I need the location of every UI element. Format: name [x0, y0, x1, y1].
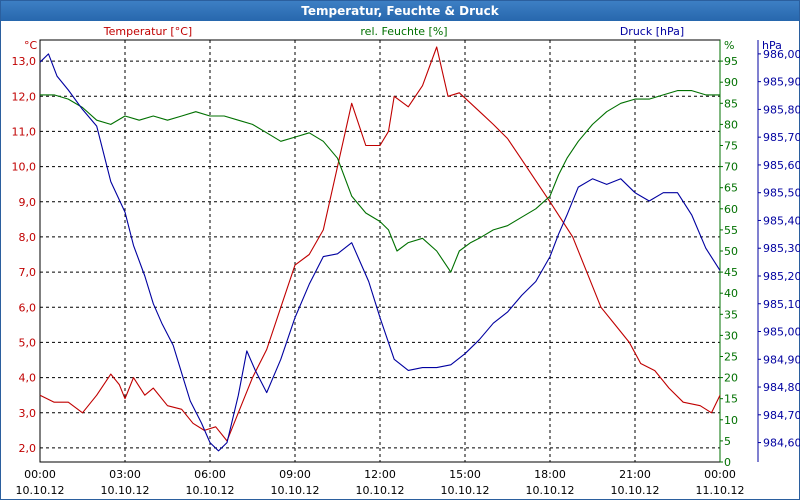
series-line-pressure	[39, 53, 721, 452]
y-left-tick: 11,0	[12, 125, 37, 138]
y-right-tick: 986,00	[763, 48, 800, 61]
y-mid-tick: 35	[724, 308, 738, 321]
y-right-tick: 985,60	[763, 159, 800, 172]
y-mid-tick: 40	[724, 287, 738, 300]
y-left-tick: 5,0	[19, 336, 37, 349]
y-mid-tick: 45	[724, 266, 738, 279]
y-right-tick: 985,70	[763, 131, 800, 144]
x-tick-date: 10.10.12	[356, 484, 405, 497]
x-tick-time: 00:00	[24, 468, 56, 481]
x-tick-date: 10.10.12	[101, 484, 150, 497]
y-left-tick: 10,0	[12, 161, 37, 174]
y-mid-tick: 15	[724, 393, 738, 406]
x-tick-date: 10.10.12	[526, 484, 575, 497]
y-left-unit: °C	[24, 39, 38, 52]
x-tick-date: 10.10.12	[611, 484, 660, 497]
y-mid-tick: 25	[724, 351, 738, 364]
y-mid-tick: 80	[724, 118, 738, 131]
y-mid-tick: 55	[724, 224, 738, 237]
x-tick-date: 10.10.12	[186, 484, 235, 497]
y-right-tick: 985,40	[763, 214, 800, 227]
x-tick-time: 15:00	[449, 468, 481, 481]
x-tick-time: 18:00	[534, 468, 566, 481]
x-tick-time: 03:00	[109, 468, 141, 481]
series-label-pressure: Druck [hPa]	[620, 25, 684, 38]
y-mid-tick: 0	[724, 456, 731, 469]
y-right-tick: 985,00	[763, 326, 800, 339]
series-label-humidity: rel. Feuchte [%]	[360, 25, 447, 38]
y-left-tick: 13,0	[12, 55, 37, 68]
x-tick-date: 10.10.12	[271, 484, 320, 497]
y-right-tick: 985,80	[763, 103, 800, 116]
y-mid-tick: 70	[724, 161, 738, 174]
x-tick-time: 09:00	[279, 468, 311, 481]
y-left-tick: 6,0	[19, 301, 37, 314]
y-mid-tick: 90	[724, 76, 738, 89]
y-right-tick: 985,20	[763, 270, 800, 283]
y-mid-tick: 95	[724, 55, 738, 68]
chart-title: Temperatur, Feuchte & Druck	[1, 1, 799, 21]
y-right-unit: hPa	[762, 39, 782, 52]
x-tick-date: 10.10.12	[16, 484, 65, 497]
x-tick-time: 00:00	[704, 468, 736, 481]
y-right-tick: 985,90	[763, 76, 800, 89]
y-left-tick: 4,0	[19, 372, 37, 385]
y-left-tick: 8,0	[19, 231, 37, 244]
y-mid-tick: 85	[724, 97, 738, 110]
y-mid-tick: 30	[724, 329, 738, 342]
y-mid-tick: 65	[724, 182, 738, 195]
y-mid-tick: 20	[724, 372, 738, 385]
x-tick-time: 12:00	[364, 468, 396, 481]
x-tick-date: 11.10.12	[696, 484, 745, 497]
series-label-temperature: Temperatur [°C]	[103, 25, 192, 38]
x-tick-time: 06:00	[194, 468, 226, 481]
y-mid-tick: 10	[724, 414, 738, 427]
y-right-tick: 984,80	[763, 381, 800, 394]
y-right-tick: 985,10	[763, 298, 800, 311]
series-line-temperature	[39, 46, 721, 442]
y-mid-unit: %	[724, 39, 734, 52]
y-mid-tick: 60	[724, 203, 738, 216]
y-mid-tick: 50	[724, 245, 738, 258]
y-right-tick: 984,70	[763, 409, 800, 422]
series-line-humidity	[40, 90, 720, 273]
x-tick-date: 10.10.12	[441, 484, 490, 497]
y-left-tick: 9,0	[19, 196, 37, 209]
y-right-tick: 984,60	[763, 437, 800, 450]
x-tick-time: 21:00	[619, 468, 651, 481]
y-left-tick: 3,0	[19, 407, 37, 420]
y-left-tick: 7,0	[19, 266, 37, 279]
y-mid-tick: 5	[724, 435, 731, 448]
y-mid-tick: 75	[724, 140, 738, 153]
y-left-tick: 2,0	[19, 442, 37, 455]
y-right-tick: 984,90	[763, 353, 800, 366]
y-left-tick: 12,0	[12, 90, 37, 103]
y-right-tick: 985,30	[763, 242, 800, 255]
y-right-tick: 985,50	[763, 187, 800, 200]
